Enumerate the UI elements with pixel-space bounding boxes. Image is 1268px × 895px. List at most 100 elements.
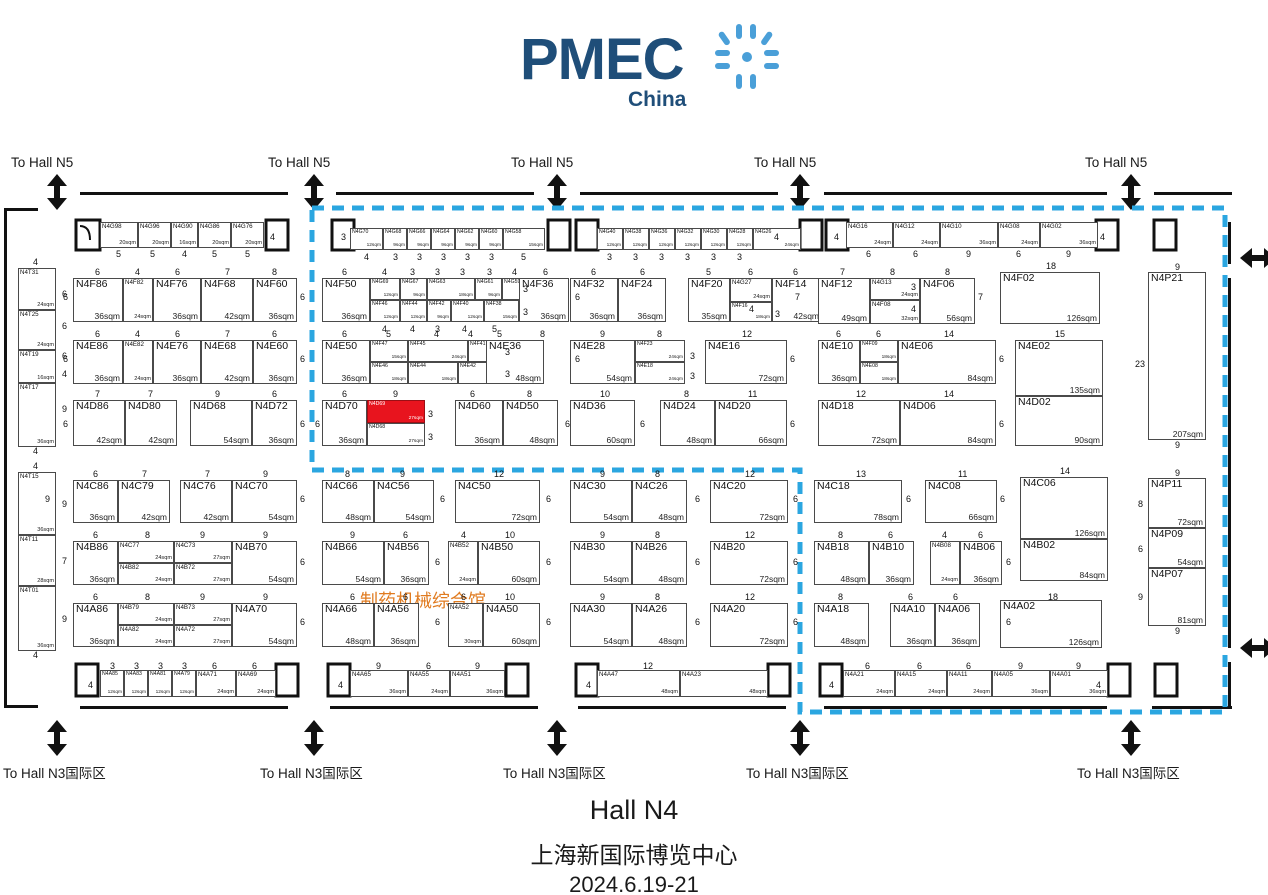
booth-n4f76[interactable]: N4F76 36sqm — [153, 278, 201, 322]
booth-n4a55[interactable]: N4A55 24sqm — [408, 670, 450, 697]
booth-n4f44[interactable]: N4F44 12sqm — [400, 300, 427, 322]
booth-n4b56[interactable]: N4B56 36sqm — [384, 541, 429, 585]
booth-n4b86[interactable]: N4B86 36sqm — [73, 541, 118, 585]
booth-n4f86[interactable]: N4F86 36sqm — [73, 278, 123, 322]
booth-n4a81[interactable]: N4A81 12sqm — [148, 670, 172, 697]
booth-n4g32[interactable]: N4G32 12sqm — [675, 228, 701, 250]
booth-n4g66[interactable]: N4G66 9sqm — [407, 228, 431, 250]
booth-n4d18[interactable]: N4D18 72sqm — [818, 400, 900, 446]
booth-n4g26[interactable]: N4G26 24sqm — [753, 228, 801, 250]
booth-n4b20[interactable]: N4B20 72sqm — [710, 541, 788, 585]
booth-n4d80[interactable]: N4D80 42sqm — [125, 400, 177, 446]
booth-n4c30[interactable]: N4C30 54sqm — [570, 480, 632, 523]
booth-n4d86[interactable]: N4D86 42sqm — [73, 400, 125, 446]
booth-n4d68[interactable]: N4D68 27sqm — [367, 423, 425, 446]
booth-n4c08[interactable]: N4C08 66sqm — [925, 480, 997, 523]
booth-n4a79[interactable]: N4A79 12sqm — [172, 670, 196, 697]
booth-n4g28[interactable]: N4G28 12sqm — [727, 228, 753, 250]
booth-n4g67[interactable]: N4G67 9sqm — [400, 278, 427, 300]
booth-n4g76[interactable]: N4G76 20sqm — [231, 222, 264, 248]
booth-n4a65[interactable]: N4A65 36sqm — [350, 670, 408, 697]
booth-n4d20[interactable]: N4D20 66sqm — [715, 400, 787, 446]
booth-n4g98[interactable]: N4G98 20sqm — [100, 222, 138, 248]
booth-n4c66[interactable]: N4C66 48sqm — [322, 480, 374, 523]
booth-n4a70[interactable]: N4A70 54sqm — [232, 603, 297, 647]
booth-n4p21[interactable]: N4P21 207sqm — [1148, 272, 1206, 440]
booth-n4a83[interactable]: N4A83 12sqm — [124, 670, 148, 697]
booth-n4b50[interactable]: N4B50 60sqm — [478, 541, 540, 585]
booth-n4b10[interactable]: N4B10 36sqm — [869, 541, 914, 585]
booth-n4t17[interactable]: N4T17 36sqm — [18, 383, 56, 447]
booth-n4f16[interactable]: N4F16 18sqm — [730, 302, 772, 322]
booth-n4g16[interactable]: N4G16 24sqm — [846, 222, 893, 248]
booth-n4a52[interactable]: N4A52 30sqm — [448, 603, 483, 647]
booth-n4d02[interactable]: N4D02 90sqm — [1015, 396, 1103, 446]
booth-n4t01[interactable]: N4T01 36sqm — [18, 586, 56, 651]
booth-n4f60[interactable]: N4F60 36sqm — [253, 278, 297, 322]
booth-n4b70[interactable]: N4B70 54sqm — [232, 541, 297, 585]
booth-n4e08[interactable]: N4E08 18sqm — [860, 362, 898, 384]
booth-n4b08[interactable]: N4B08 24sqm — [930, 541, 960, 585]
booth-n4e44[interactable]: N4E44 18sqm — [408, 362, 458, 384]
booth-n4t19[interactable]: N4T19 16sqm — [18, 350, 56, 383]
booth-n4e50[interactable]: N4E50 36sqm — [322, 340, 370, 384]
booth-n4a51[interactable]: N4A51 36sqm — [450, 670, 505, 697]
booth-n4t25[interactable]: N4T25 24sqm — [18, 310, 56, 350]
booth-n4f36[interactable]: N4F36 36sqm — [519, 278, 569, 322]
booth-n4g86[interactable]: N4G86 20sqm — [198, 222, 231, 248]
booth-n4g90[interactable]: N4G90 16sqm — [171, 222, 198, 248]
booth-n4g68[interactable]: N4G68 9sqm — [383, 228, 407, 250]
booth-n4a71[interactable]: N4A71 24sqm — [196, 670, 236, 697]
booth-n4d06[interactable]: N4D06 84sqm — [900, 400, 996, 446]
booth-n4b02[interactable]: N4B02 84sqm — [1020, 539, 1108, 581]
booth-n4a66[interactable]: N4A66 48sqm — [322, 603, 374, 647]
booth-n4f20[interactable]: N4F20 35sqm — [688, 278, 730, 322]
booth-n4d24[interactable]: N4D24 48sqm — [660, 400, 715, 446]
booth-n4a11[interactable]: N4A11 24sqm — [947, 670, 992, 697]
booth-n4d69[interactable]: N4D69 27sqm — [367, 400, 425, 423]
booth-n4b66[interactable]: N4B66 54sqm — [322, 541, 384, 585]
booth-n4f46[interactable]: N4F46 12sqm — [370, 300, 400, 322]
booth-n4c77[interactable]: N4C77 24sqm — [118, 541, 174, 563]
booth-n4g30[interactable]: N4G30 12sqm — [701, 228, 727, 250]
booth-n4c50[interactable]: N4C50 72sqm — [455, 480, 540, 523]
booth-n4g64[interactable]: N4G64 9sqm — [431, 228, 455, 250]
booth-n4g62[interactable]: N4G62 9sqm — [455, 228, 479, 250]
booth-n4c20[interactable]: N4C20 72sqm — [710, 480, 788, 523]
booth-n4f02[interactable]: N4F02 126sqm — [1000, 272, 1100, 324]
booth-n4a02[interactable]: N4A02 126sqm — [1000, 600, 1102, 648]
booth-n4f08[interactable]: N4F08 32sqm — [870, 300, 920, 324]
booth-n4g10[interactable]: N4G10 36sqm — [940, 222, 998, 248]
booth-n4f40[interactable]: N4F40 12sqm — [451, 300, 484, 322]
booth-n4g70[interactable]: N4G70 12sqm — [350, 228, 383, 250]
booth-n4f42[interactable]: N4F42 9sqm — [427, 300, 451, 322]
booth-n4a06[interactable]: N4A06 36sqm — [935, 603, 980, 647]
booth-n4f68[interactable]: N4F68 42sqm — [201, 278, 253, 322]
booth-n4c18[interactable]: N4C18 78sqm — [814, 480, 902, 523]
booth-n4e60[interactable]: N4E60 36sqm — [253, 340, 297, 384]
booth-n4a86[interactable]: N4A86 36sqm — [73, 603, 118, 647]
booth-n4d50[interactable]: N4D50 48sqm — [503, 400, 558, 446]
booth-n4f09[interactable]: N4F09 18sqm — [860, 340, 898, 362]
booth-n4a50[interactable]: N4A50 60sqm — [483, 603, 540, 647]
booth-n4t11[interactable]: N4T11 28sqm — [18, 535, 56, 586]
booth-n4f32[interactable]: N4F32 36sqm — [570, 278, 618, 322]
booth-n4f24[interactable]: N4F24 36sqm — [618, 278, 666, 322]
booth-n4t15[interactable]: N4T15 36sqm — [18, 472, 56, 535]
booth-n4g61[interactable]: N4G61 9sqm — [475, 278, 502, 300]
booth-n4c06[interactable]: N4C06 126sqm — [1020, 477, 1108, 539]
booth-n4p09[interactable]: N4P09 54sqm — [1148, 528, 1206, 568]
booth-n4g58[interactable]: N4G58 15sqm — [503, 228, 545, 250]
booth-n4a20[interactable]: N4A20 72sqm — [710, 603, 788, 647]
booth-n4g12[interactable]: N4G12 24sqm — [893, 222, 940, 248]
booth-n4b18[interactable]: N4B18 48sqm — [814, 541, 869, 585]
booth-n4b72[interactable]: N4B72 27sqm — [174, 563, 232, 585]
booth-n4g69[interactable]: N4G69 12sqm — [370, 278, 400, 300]
booth-n4g27[interactable]: N4G27 24sqm — [730, 278, 772, 302]
booth-n4a56[interactable]: N4A56 36sqm — [374, 603, 419, 647]
booth-n4c86[interactable]: N4C86 36sqm — [73, 480, 118, 523]
booth-n4b52[interactable]: N4B52 24sqm — [448, 541, 478, 585]
booth-n4d70[interactable]: N4D70 36sqm — [322, 400, 367, 446]
booth-n4g60[interactable]: N4G60 9sqm — [479, 228, 503, 250]
booth-n4p11[interactable]: N4P11 72sqm — [1148, 478, 1206, 528]
